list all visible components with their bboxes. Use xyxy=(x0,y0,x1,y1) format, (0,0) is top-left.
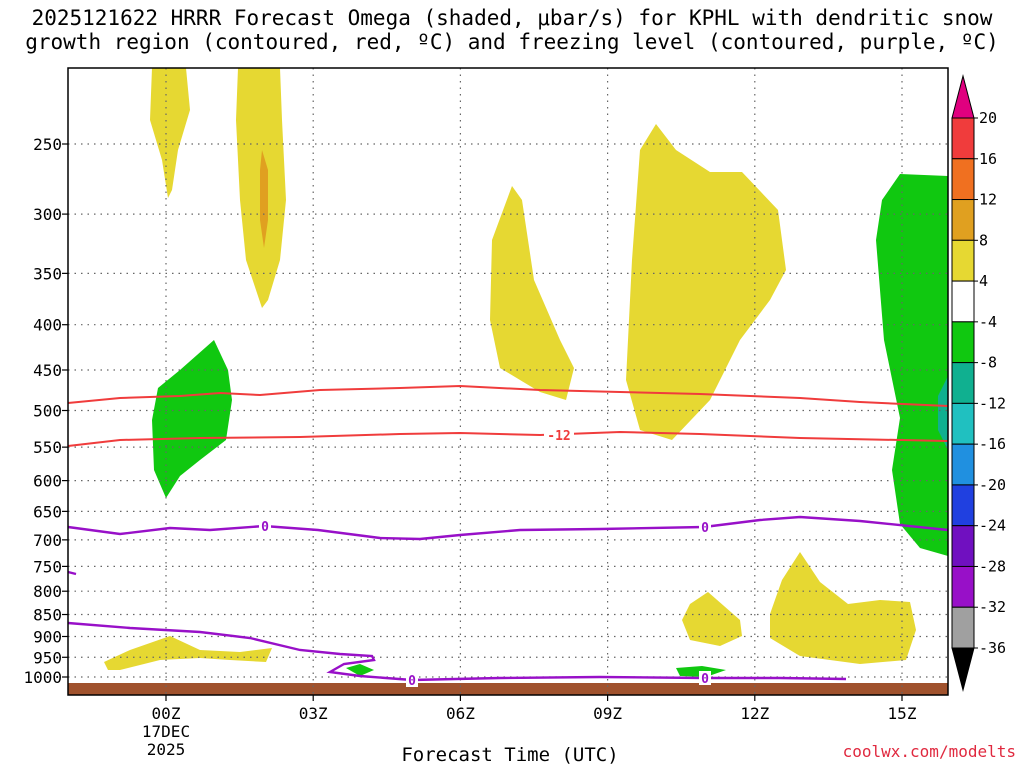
y-tick-label: 750 xyxy=(33,557,62,576)
y-axis: 250 300 350 400 450 500 550 600 650 700 750 800 850 9… xyxy=(23,135,68,687)
freezing-level-contours: 0 0 0 0 xyxy=(67,515,949,689)
y-tick-label: 350 xyxy=(33,264,62,283)
colorbar-label: -16 xyxy=(979,435,1006,453)
x-tick-sublabel: 2025 xyxy=(147,740,186,759)
ground-bar xyxy=(68,683,948,695)
x-tick-label: 03Z xyxy=(299,704,328,723)
freezing-label-bg xyxy=(699,520,711,534)
y-tick-label: 800 xyxy=(33,582,62,601)
freezing-label-bg xyxy=(406,673,418,687)
colorbar-label: -4 xyxy=(979,313,997,331)
x-tick-label: 06Z xyxy=(446,704,475,723)
colorbar-label: -36 xyxy=(979,639,1006,657)
x-axis-title: Forecast Time (UTC) xyxy=(401,744,619,766)
omega-positive-area xyxy=(490,186,574,400)
colorbar-label: -12 xyxy=(979,394,1006,412)
plot-frame xyxy=(67,67,949,696)
omega-negative-area xyxy=(152,340,232,498)
grid xyxy=(68,68,948,695)
colorbar-segment xyxy=(951,565,975,608)
colorbar-segment xyxy=(951,158,975,201)
freezing-contour-lower xyxy=(67,621,847,682)
omega-negative-area xyxy=(876,174,948,556)
dgz-contour-label: -12 xyxy=(547,429,570,444)
colorbar-label: -8 xyxy=(979,354,997,372)
omega-positive-area xyxy=(104,636,272,670)
dgz-contour-lower xyxy=(67,430,949,447)
omega-positive-area-strong xyxy=(260,150,268,248)
colorbar-label: 8 xyxy=(979,231,988,249)
title-line-2: growth region (contoured, red, ºC) and f… xyxy=(25,30,999,54)
x-tick-label: 15Z xyxy=(888,704,917,723)
freezing-contour-fragment xyxy=(67,570,77,576)
colorbar-segment xyxy=(951,199,975,241)
omega-negative-area-strong xyxy=(938,376,948,450)
colorbar-label: 16 xyxy=(979,150,997,168)
colorbar: 20 16 12 8 4 -4 -8 -12 -16 -20 -24 -28 -32 -36 xyxy=(951,74,1006,692)
colorbar-label: 4 xyxy=(979,272,988,290)
freezing-contour-label: 0 xyxy=(408,674,416,689)
y-tick-label: 650 xyxy=(33,502,62,521)
y-tick-label: 950 xyxy=(33,648,62,667)
freezing-label-bg xyxy=(259,519,271,533)
dgz-contour-upper xyxy=(67,384,949,407)
chart-title: 2025121622 HRRR Forecast Omega (shaded, … xyxy=(0,6,1024,54)
freezing-label-bg xyxy=(699,671,711,685)
omega-shading xyxy=(104,68,948,677)
colorbar-segment xyxy=(951,239,975,282)
omega-positive-area xyxy=(626,124,786,440)
colorbar-bottom-arrow xyxy=(951,647,975,692)
title-line-1: 2025121622 HRRR Forecast Omega (shaded, … xyxy=(31,6,993,30)
omega-positive-area xyxy=(770,552,916,664)
dgz-label-bg xyxy=(544,428,574,442)
colorbar-segment xyxy=(951,117,975,160)
colorbar-label: -20 xyxy=(979,476,1006,494)
colorbar-segment xyxy=(951,606,975,649)
colorbar-label: -28 xyxy=(979,557,1006,575)
colorbar-top-arrow xyxy=(951,74,975,119)
colorbar-segment xyxy=(951,402,975,445)
freezing-contour-label: 0 xyxy=(261,520,269,535)
credit-text: coolwx.com/modelts xyxy=(842,742,1016,761)
y-tick-label: 600 xyxy=(33,472,62,491)
y-tick-label: 700 xyxy=(33,531,62,550)
y-tick-label: 250 xyxy=(33,135,62,154)
x-tick-label: 00Z xyxy=(152,704,181,723)
y-tick-label: 1000 xyxy=(23,668,62,687)
y-tick-label: 450 xyxy=(33,361,62,380)
y-tick-label: 850 xyxy=(33,606,62,625)
colorbar-label: -24 xyxy=(979,517,1006,535)
colorbar-segment xyxy=(951,362,975,404)
colorbar-segment xyxy=(951,484,975,527)
y-tick-label: 500 xyxy=(33,402,62,421)
freezing-contour-label: 0 xyxy=(701,521,709,536)
colorbar-segment xyxy=(951,525,975,567)
omega-negative-area xyxy=(346,664,374,676)
y-tick-label: 550 xyxy=(33,438,62,457)
colorbar-label: -32 xyxy=(979,598,1006,616)
colorbar-segment xyxy=(951,443,975,486)
colorbar-label: 20 xyxy=(979,109,997,127)
colorbar-segment xyxy=(951,321,975,364)
x-tick-sublabel: 17DEC xyxy=(142,722,190,741)
colorbar-label: 12 xyxy=(979,191,997,209)
omega-positive-area xyxy=(150,68,190,198)
dgz-contours: -12 xyxy=(67,384,949,447)
freezing-contour-label: 0 xyxy=(701,672,709,687)
y-tick-label: 900 xyxy=(33,627,62,646)
x-tick-label: 09Z xyxy=(593,704,622,723)
y-tick-label: 400 xyxy=(33,316,62,335)
y-tick-label: 300 xyxy=(33,205,62,224)
colorbar-segment xyxy=(951,280,975,323)
x-tick-label: 12Z xyxy=(740,704,769,723)
freezing-contour-upper xyxy=(67,515,949,541)
omega-positive-area xyxy=(682,592,742,646)
